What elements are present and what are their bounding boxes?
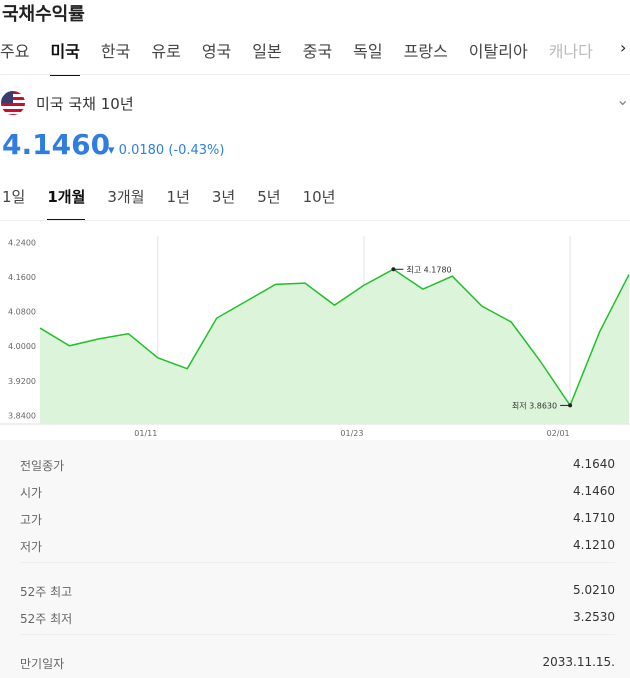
y-tick-label: 4.2400 [8,238,36,247]
y-tick-label: 4.1600 [8,273,36,282]
area [40,269,629,424]
period-tab[interactable]: 3개월 [107,188,145,206]
instrument-name: 미국 국채 10년 [36,95,134,113]
stat-row: 저가 4.1210 [20,538,615,555]
country-tab[interactable]: 중국 [302,42,333,61]
stat-value: 4.1210 [573,538,615,552]
down-arrow: ▾ [108,143,119,158]
divider [20,562,615,563]
stat-row: 고가 4.1710 [20,511,615,528]
x-tick-label: 02/01 [547,429,570,438]
stat-value: 5.0210 [573,583,615,597]
tab-next-arrow[interactable]: › [620,38,627,57]
country-tab[interactable]: 영국 [201,42,232,61]
stat-row: 만기일자 2033.11.15. [20,655,615,672]
price: 4.1460 [2,128,111,161]
line [39,268,630,408]
x-tick-label: 01/23 [340,429,363,438]
stat-row: 전일종가 4.1640 [20,457,615,474]
x-tick-label: 01/11 [134,429,157,438]
country-tab[interactable]: 미국 [50,38,80,76]
y-tick-label: 4.0000 [8,342,36,351]
chart: 3.8400 3.9200 4.0000 4.0800 4.1600 4.2400 01/1… [0,236,630,438]
country-tab[interactable]: 유로 [151,42,181,61]
period-tab[interactable]: 5년 [257,188,281,206]
y-tick-label: 4.0800 [8,308,36,317]
stat-value: 4.1460 [573,484,615,498]
stat-row: 시가 4.1460 [20,484,615,501]
period-tab[interactable]: 3년 [211,188,236,206]
period-tab[interactable]: 1년 [166,188,190,206]
stat-value: 4.1710 [573,511,615,525]
country-tab[interactable]: 프랑스 [403,42,448,61]
stat-value: 2033.11.15. [542,655,615,669]
stat-value: 4.1640 [573,457,615,471]
divider [20,634,615,635]
stat-label: 52주 최고 [20,585,73,599]
stat-label: 저가 [20,540,43,554]
us-flag [1,91,25,115]
stat-label: 시가 [20,486,43,500]
stats-panel: 전일종가 4.1640 시가 4.1460 고가 4.1710 저가 4.1210 52주 최고… [0,440,630,678]
annotation: 최저 3.8630 [512,400,557,410]
stat-label: 고가 [20,513,43,527]
y-tick-label: 3.9200 [8,377,36,386]
change: ▾ 0.0180 (-0.43%) [108,143,224,158]
country-tab[interactable]: 캐나다 [548,42,593,61]
period-tab[interactable]: 10년 [302,188,336,206]
annotation: 최고 4.1780 [406,264,451,274]
country-tab[interactable]: 주요 [0,42,30,61]
divider [0,74,630,75]
expand-chevron[interactable]: ⌄ [616,90,630,109]
change-value: 0.0180 [118,143,165,158]
country-tab[interactable]: 일본 [252,42,282,61]
country-tabs: 주요 미국 한국 유로 영국 일본 중국 독일 프랑스 이탈리아 캐나다 [0,38,614,76]
country-tab[interactable]: 이탈리아 [468,42,528,61]
country-tab[interactable]: 독일 [353,42,383,61]
period-tab[interactable]: 1일 [2,188,26,206]
stat-value: 3.2530 [573,610,615,624]
country-tab[interactable]: 한국 [100,42,131,61]
stat-label: 만기일자 [20,657,65,671]
stat-label: 52주 최저 [20,612,73,626]
change-percent: (-0.43%) [168,143,225,158]
stat-label: 전일종가 [20,459,65,473]
stat-row: 52주 최고 5.0210 [20,583,615,600]
period-tab[interactable]: 1개월 [47,186,86,221]
stat-row: 52주 최저 3.2530 [20,610,615,627]
page-title: 국채수익률 [2,4,85,25]
period-tabs: 1일 1개월 3개월 1년 3년 5년 10년 [2,186,357,221]
divider [0,220,630,221]
y-tick-label: 3.8400 [8,411,36,420]
